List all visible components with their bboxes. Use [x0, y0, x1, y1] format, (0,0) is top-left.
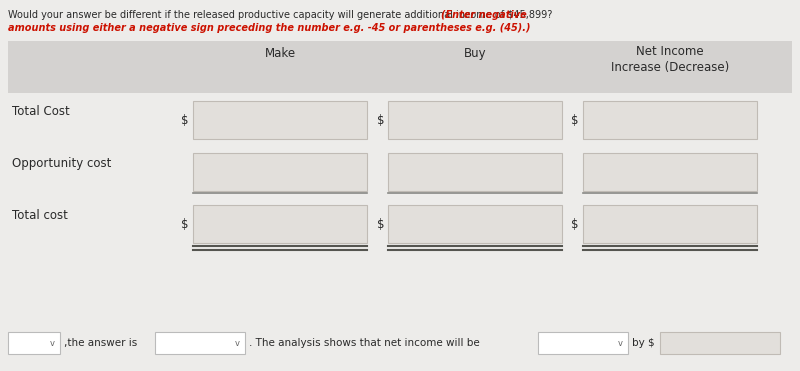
- Text: amounts using either a negative sign preceding the number e.g. -45 or parenthese: amounts using either a negative sign pre…: [8, 23, 530, 33]
- Bar: [155, 332, 245, 354]
- Text: $: $: [571, 114, 579, 127]
- Text: $: $: [571, 217, 579, 230]
- Bar: [388, 205, 562, 243]
- Text: v: v: [50, 338, 54, 348]
- Bar: [193, 205, 367, 243]
- Text: Total cost: Total cost: [12, 209, 68, 222]
- Text: v: v: [618, 338, 622, 348]
- Bar: [8, 41, 792, 93]
- Text: by $: by $: [632, 338, 654, 348]
- Text: $: $: [182, 217, 189, 230]
- Text: Net Income: Net Income: [636, 45, 704, 58]
- Text: $: $: [182, 114, 189, 127]
- Bar: [583, 205, 757, 243]
- Text: Increase (Decrease): Increase (Decrease): [611, 61, 729, 74]
- Bar: [193, 101, 367, 139]
- Text: Make: Make: [265, 47, 295, 60]
- Bar: [193, 153, 367, 191]
- Text: $: $: [377, 114, 384, 127]
- Bar: [538, 332, 628, 354]
- Text: . The analysis shows that net income will be: . The analysis shows that net income wil…: [249, 338, 480, 348]
- Bar: [388, 153, 562, 191]
- Text: v: v: [234, 338, 239, 348]
- Text: Buy: Buy: [464, 47, 486, 60]
- Bar: [8, 332, 60, 354]
- Text: $: $: [377, 217, 384, 230]
- Text: ,the answer is: ,the answer is: [64, 338, 138, 348]
- Bar: [660, 332, 780, 354]
- Text: Opportunity cost: Opportunity cost: [12, 157, 111, 170]
- Text: Would your answer be different if the released productive capacity will generate: Would your answer be different if the re…: [8, 10, 555, 20]
- Bar: [388, 101, 562, 139]
- Text: Total Cost: Total Cost: [12, 105, 70, 118]
- Text: (Enter negative: (Enter negative: [441, 10, 526, 20]
- Bar: [583, 153, 757, 191]
- Bar: [583, 101, 757, 139]
